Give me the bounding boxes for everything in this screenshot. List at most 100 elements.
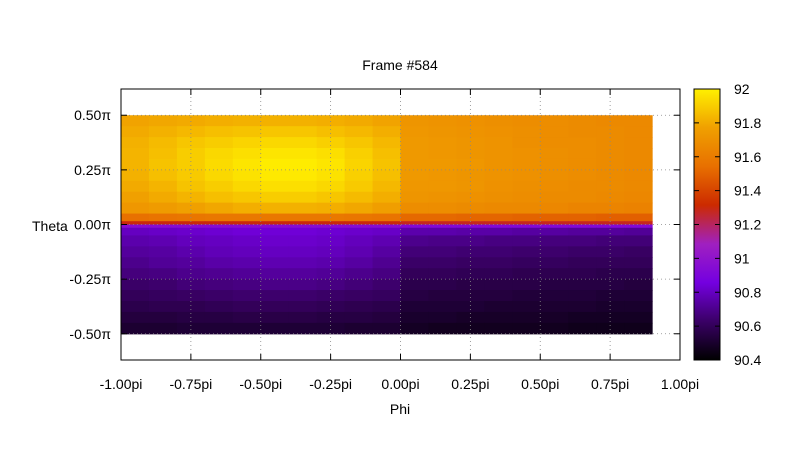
heatmap-cell <box>512 180 541 193</box>
heatmap-cell <box>121 126 150 138</box>
heatmap-cell <box>484 227 513 237</box>
heatmap-cell <box>121 235 150 247</box>
heatmap-cell <box>428 221 457 226</box>
colorbar-tick-label: 91 <box>734 250 750 266</box>
heatmap-cell <box>372 213 402 222</box>
heatmap-cell <box>232 246 262 258</box>
heatmap-cell <box>624 290 653 302</box>
heatmap-cell <box>316 169 346 182</box>
heatmap-cell <box>232 137 262 149</box>
heatmap-cell <box>568 221 597 226</box>
heatmap-cell <box>568 158 597 171</box>
heatmap-cell <box>568 268 597 280</box>
heatmap-cells <box>121 115 653 335</box>
heatmap-cell <box>204 279 234 291</box>
heatmap-cell <box>344 227 374 237</box>
heatmap-cell <box>568 227 597 237</box>
heatmap-cell <box>204 322 234 335</box>
heatmap-cell <box>204 126 234 138</box>
heatmap-cell <box>260 235 290 247</box>
heatmap-cell <box>484 137 513 149</box>
heatmap-cell <box>540 180 569 193</box>
heatmap-cell <box>428 257 457 269</box>
heatmap-cell <box>344 169 374 182</box>
heatmap-cell <box>596 158 625 171</box>
x-tick-label: -1.00pi <box>100 376 143 392</box>
heatmap-cell <box>428 279 457 291</box>
heatmap-cell <box>428 322 457 335</box>
heatmap-cell <box>260 279 290 291</box>
heatmap-cell <box>204 169 234 182</box>
x-tick-label: 1.00pi <box>661 376 699 392</box>
heatmap-cell <box>568 290 597 302</box>
x-tick-label: 0.75pi <box>591 376 629 392</box>
colorbar-tick-label: 91.6 <box>734 149 761 165</box>
heatmap-cell <box>624 213 653 222</box>
heatmap-cell <box>148 126 178 138</box>
heatmap-cell <box>232 213 262 222</box>
heatmap-cell <box>400 213 430 222</box>
heatmap-cell <box>344 158 374 171</box>
heatmap-cell <box>456 227 485 237</box>
heatmap-cell <box>428 235 457 247</box>
heatmap-cell <box>540 213 569 222</box>
heatmap-cell <box>428 224 457 229</box>
heatmap-cell <box>260 213 290 222</box>
heatmap-cell <box>121 279 150 291</box>
heatmap-cell <box>232 115 262 127</box>
heatmap-cell <box>512 126 541 138</box>
heatmap-cell <box>624 191 653 204</box>
heatmap-cell <box>624 311 653 324</box>
heatmap-cell <box>288 191 318 204</box>
colorbar-ticks: 92 91.8 91.6 91.4 91.2 91 90.8 90.6 90.4 <box>694 81 761 368</box>
heatmap-cell <box>624 202 653 215</box>
heatmap-cell <box>456 224 485 229</box>
heatmap-cell <box>456 202 485 215</box>
heatmap-cell <box>288 290 318 302</box>
heatmap-cell <box>148 180 178 193</box>
heatmap-cell <box>568 148 597 160</box>
heatmap-cell <box>344 300 374 313</box>
heatmap-cell <box>428 227 457 237</box>
heatmap-cell <box>344 221 374 226</box>
heatmap-cell <box>456 115 485 127</box>
heatmap-cell <box>428 115 457 127</box>
heatmap-cell <box>288 224 318 229</box>
heatmap-cell <box>540 279 569 291</box>
heatmap-cell <box>400 279 430 291</box>
heatmap-cell <box>428 148 457 160</box>
heatmap-cell <box>512 221 541 226</box>
heatmap-cell <box>316 300 346 313</box>
heatmap-cell <box>484 268 513 280</box>
heatmap-cell <box>316 257 346 269</box>
heatmap-cell <box>372 311 402 324</box>
heatmap-cell <box>176 115 206 127</box>
heatmap-cell <box>456 221 485 226</box>
heatmap-cell <box>540 311 569 324</box>
heatmap-cell <box>484 246 513 258</box>
heatmap-cell <box>204 290 234 302</box>
heatmap-cell <box>372 169 402 182</box>
heatmap-cell <box>121 169 150 182</box>
heatmap-cell <box>428 137 457 149</box>
heatmap-cell <box>596 224 625 229</box>
heatmap-cell <box>372 300 402 313</box>
heatmap-cell <box>540 235 569 247</box>
x-tick-label: -0.25pi <box>309 376 352 392</box>
heatmap-cell <box>624 221 653 226</box>
heatmap-cell <box>260 169 290 182</box>
x-axis-label: Phi <box>390 401 410 417</box>
heatmap-cell <box>204 191 234 204</box>
heatmap-cell <box>568 191 597 204</box>
heatmap-cell <box>596 322 625 335</box>
heatmap-cell <box>428 180 457 193</box>
heatmap-cell <box>148 300 178 313</box>
heatmap-cell <box>148 202 178 215</box>
heatmap-cell <box>400 202 430 215</box>
heatmap-cell <box>596 126 625 138</box>
colorbar-tick-label: 90.4 <box>734 352 761 368</box>
heatmap-cell <box>484 158 513 171</box>
heatmap-cell <box>624 169 653 182</box>
heatmap-cell <box>204 148 234 160</box>
heatmap-cell <box>176 126 206 138</box>
